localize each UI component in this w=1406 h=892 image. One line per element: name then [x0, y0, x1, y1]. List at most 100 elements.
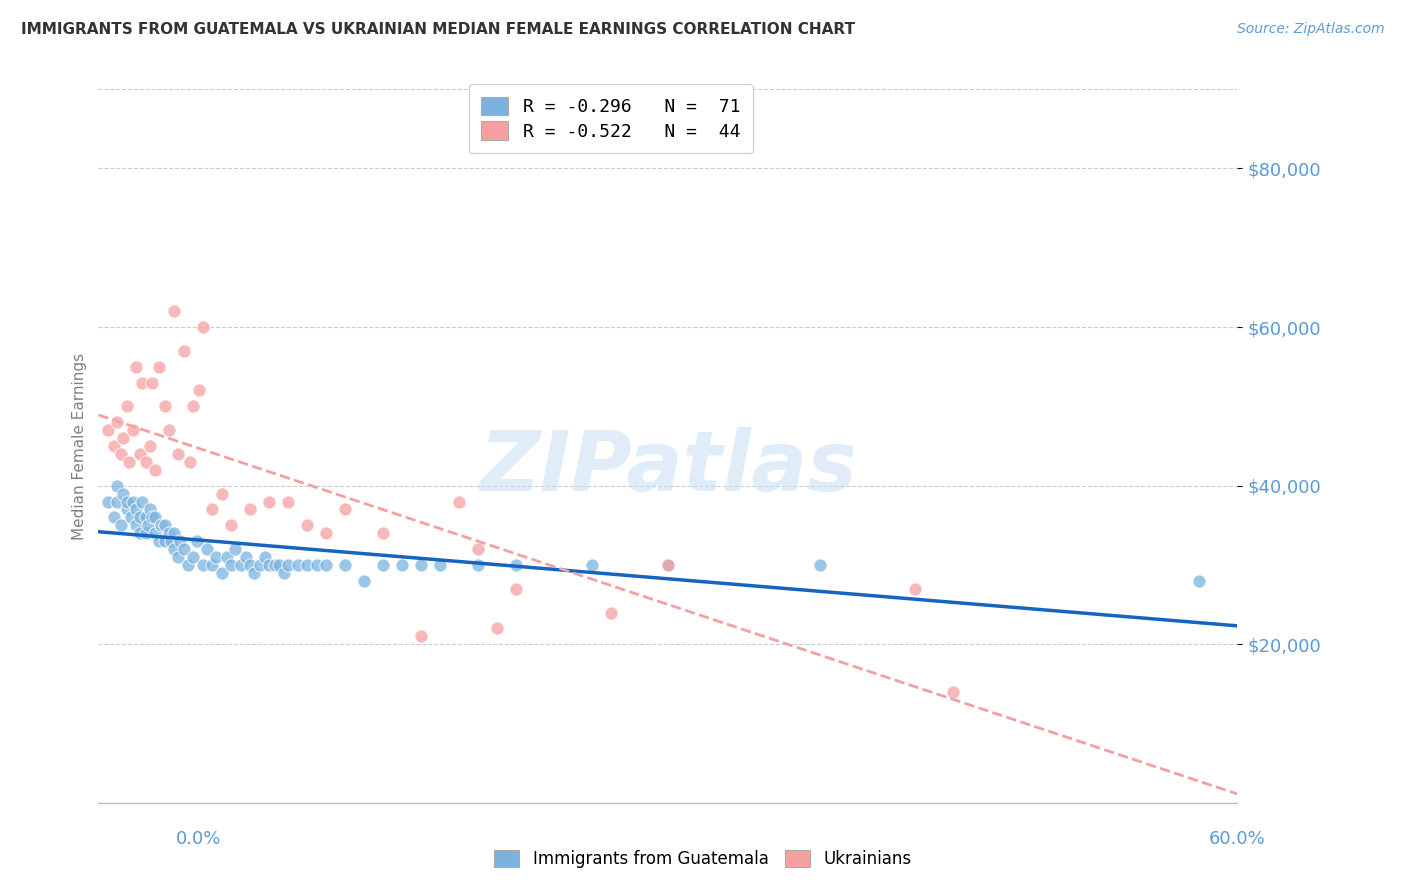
- Point: [153, 518, 176, 533]
- Text: IMMIGRANTS FROM GUATEMALA VS UKRAINIAN MEDIAN FEMALE EARNINGS CORRELATION CHART: IMMIGRANTS FROM GUATEMALA VS UKRAINIAN M…: [21, 22, 855, 37]
- Point: [135, 526, 157, 541]
- Point: [183, 549, 205, 564]
- Point: [904, 582, 927, 596]
- Point: [191, 320, 214, 334]
- Point: [264, 558, 287, 572]
- Point: [186, 534, 208, 549]
- Point: [235, 549, 257, 564]
- Point: [335, 558, 357, 572]
- Point: [1188, 574, 1211, 588]
- Point: [239, 558, 262, 572]
- Text: 0.0%: 0.0%: [176, 830, 221, 847]
- Point: [153, 400, 176, 414]
- Point: [224, 542, 246, 557]
- Point: [201, 558, 224, 572]
- Point: [371, 558, 394, 572]
- Point: [486, 621, 509, 635]
- Point: [103, 439, 125, 453]
- Point: [121, 423, 143, 437]
- Point: [112, 486, 135, 500]
- Point: [211, 486, 233, 500]
- Point: [107, 478, 129, 492]
- Point: [201, 502, 224, 516]
- Point: [129, 526, 152, 541]
- Point: [167, 447, 190, 461]
- Point: [138, 502, 160, 516]
- Point: [125, 518, 148, 533]
- Point: [176, 558, 198, 572]
- Point: [141, 376, 163, 390]
- Point: [145, 526, 167, 541]
- Point: [239, 502, 262, 516]
- Point: [277, 558, 299, 572]
- Point: [148, 534, 170, 549]
- Point: [411, 558, 433, 572]
- Point: [136, 518, 159, 533]
- Point: [163, 526, 186, 541]
- Point: [942, 685, 965, 699]
- Point: [353, 574, 375, 588]
- Legend: Immigrants from Guatemala, Ukrainians: Immigrants from Guatemala, Ukrainians: [488, 843, 918, 875]
- Point: [305, 558, 328, 572]
- Point: [163, 542, 186, 557]
- Point: [135, 455, 157, 469]
- Text: ZIPatlas: ZIPatlas: [479, 427, 856, 508]
- Point: [217, 549, 239, 564]
- Point: [145, 510, 167, 524]
- Point: [141, 510, 163, 524]
- Point: [411, 629, 433, 643]
- Text: 60.0%: 60.0%: [1209, 830, 1265, 847]
- Point: [153, 534, 176, 549]
- Point: [118, 455, 141, 469]
- Text: Source: ZipAtlas.com: Source: ZipAtlas.com: [1237, 22, 1385, 37]
- Point: [259, 494, 281, 508]
- Point: [273, 566, 295, 580]
- Point: [391, 558, 413, 572]
- Point: [449, 494, 471, 508]
- Point: [107, 415, 129, 429]
- Point: [205, 549, 228, 564]
- Point: [135, 510, 157, 524]
- Point: [221, 518, 243, 533]
- Point: [129, 447, 152, 461]
- Point: [267, 558, 290, 572]
- Point: [107, 494, 129, 508]
- Point: [657, 558, 679, 572]
- Point: [505, 558, 527, 572]
- Point: [138, 439, 160, 453]
- Point: [173, 343, 195, 358]
- Point: [157, 423, 180, 437]
- Point: [259, 558, 281, 572]
- Legend: R = -0.296   N =  71, R = -0.522   N =  44: R = -0.296 N = 71, R = -0.522 N = 44: [468, 84, 754, 153]
- Point: [297, 558, 319, 572]
- Point: [112, 431, 135, 445]
- Point: [167, 549, 190, 564]
- Point: [249, 558, 271, 572]
- Point: [195, 542, 218, 557]
- Point: [229, 558, 252, 572]
- Point: [243, 566, 266, 580]
- Point: [581, 558, 603, 572]
- Point: [145, 463, 167, 477]
- Point: [97, 494, 120, 508]
- Point: [159, 534, 181, 549]
- Point: [125, 502, 148, 516]
- Point: [120, 510, 142, 524]
- Point: [115, 494, 138, 508]
- Point: [125, 359, 148, 374]
- Point: [131, 376, 153, 390]
- Point: [188, 384, 211, 398]
- Point: [429, 558, 451, 572]
- Point: [657, 558, 679, 572]
- Point: [97, 423, 120, 437]
- Point: [371, 526, 394, 541]
- Point: [110, 518, 132, 533]
- Point: [173, 542, 195, 557]
- Point: [315, 526, 337, 541]
- Point: [131, 494, 153, 508]
- Point: [110, 447, 132, 461]
- Point: [163, 304, 186, 318]
- Point: [191, 558, 214, 572]
- Point: [315, 558, 337, 572]
- Point: [183, 400, 205, 414]
